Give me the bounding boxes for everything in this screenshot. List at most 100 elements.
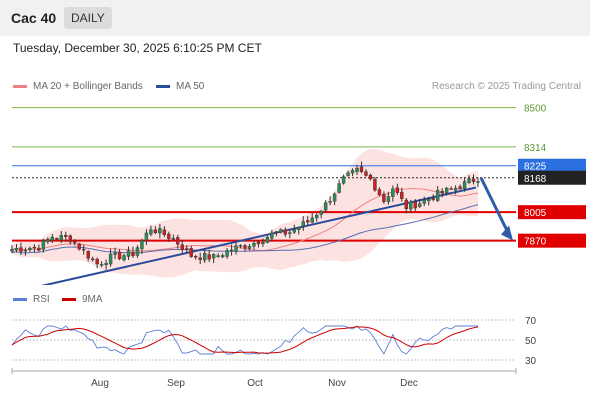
month-label-Aug: Aug <box>91 378 109 389</box>
candle-body <box>332 193 337 202</box>
candle-body <box>28 247 32 250</box>
candle-body <box>198 257 202 260</box>
support-trendline <box>40 186 477 285</box>
candle-body <box>377 189 382 196</box>
chart-header: Cac 40 DAILY <box>0 0 590 36</box>
candle-body <box>225 250 229 257</box>
candle-body <box>135 247 140 256</box>
candle-body <box>391 188 395 197</box>
candle-body <box>189 248 193 257</box>
candle-body <box>95 259 99 265</box>
candle-body <box>73 240 77 243</box>
candle-body <box>283 229 288 235</box>
candle-body <box>471 178 476 182</box>
candle-body <box>144 232 149 241</box>
candle-body <box>440 190 444 194</box>
candle-body <box>476 181 480 183</box>
bollinger-band <box>12 148 478 278</box>
candle-body <box>113 252 117 255</box>
rsi-ma-line <box>11 326 479 354</box>
candle-body <box>310 217 314 223</box>
candle-body <box>297 227 301 230</box>
rsi-tick-label-70: 70 <box>525 316 537 327</box>
candle-body <box>462 181 467 190</box>
legend-ma50-label: MA 50 <box>176 81 205 92</box>
level-tag-7870 <box>518 233 586 248</box>
candle-body <box>140 240 144 250</box>
level-label-8314: 8314 <box>524 143 547 154</box>
legend-ma20-swatch <box>13 85 27 88</box>
period-button[interactable]: DAILY <box>64 7 112 29</box>
instrument-title: Cac 40 <box>11 10 57 26</box>
month-label-Dec: Dec <box>400 378 418 389</box>
candle-body <box>373 179 377 191</box>
candle-body <box>252 242 256 247</box>
legend-rsi-swatch <box>13 298 27 301</box>
timestamp: Tuesday, December 30, 2025 6:10:25 PM CE… <box>13 41 262 55</box>
candle-body <box>126 250 131 257</box>
candle-body <box>46 239 50 242</box>
candle-body <box>413 201 417 209</box>
legend-ma50-swatch <box>156 85 170 88</box>
candle-body <box>202 253 207 261</box>
month-label-Nov: Nov <box>328 378 346 389</box>
candle-body <box>364 171 368 176</box>
level-label-7870: 7870 <box>524 237 547 248</box>
level-tag-8005 <box>518 205 586 220</box>
level-label-8005: 8005 <box>524 208 547 219</box>
candle-body <box>427 198 431 202</box>
level-label-8225: 8225 <box>524 162 547 173</box>
candle-body <box>162 229 167 235</box>
rsi-tick-label-50: 50 <box>525 336 537 347</box>
rsi-tick-label-30: 30 <box>525 356 537 367</box>
legend-9ma-swatch <box>62 298 76 301</box>
candle-body <box>37 247 41 251</box>
legend-ma50: MA 50 <box>156 81 204 92</box>
candle-body <box>234 245 238 252</box>
candle-body <box>55 238 59 240</box>
candle-body <box>229 249 234 252</box>
candle-body <box>449 188 453 190</box>
candle-body <box>180 244 184 250</box>
candle-body <box>323 202 328 211</box>
candle-body <box>10 248 14 252</box>
candle-body <box>158 228 162 234</box>
candle-body <box>131 251 135 257</box>
rsi-chart: 70 50 30 <box>11 316 537 367</box>
level-tag-8168 <box>518 170 586 185</box>
candle-body <box>99 264 104 266</box>
candle-body <box>431 198 435 200</box>
candle-body <box>153 229 158 233</box>
level-tag-8225 <box>518 158 586 173</box>
candle-body <box>171 237 176 240</box>
candle-body <box>261 241 265 245</box>
candle-body <box>104 263 108 266</box>
candle-body <box>50 236 55 241</box>
candle-body <box>117 251 122 260</box>
candle-body <box>418 203 422 207</box>
candle-body <box>220 255 225 258</box>
legend-rsi-label: RSI <box>33 294 50 305</box>
candle-body <box>458 186 462 190</box>
candle-body <box>238 245 243 247</box>
candle-body <box>270 232 274 239</box>
candle-body <box>167 233 171 239</box>
candle-body <box>279 229 283 233</box>
candle-body <box>288 232 292 234</box>
credit-text: Research © 2025 Trading Central <box>431 81 581 92</box>
candle-body <box>90 258 95 261</box>
candle-body <box>453 187 458 191</box>
candle-body <box>247 246 252 249</box>
candle-body <box>19 247 23 252</box>
candle-body <box>341 176 346 184</box>
month-label-Oct: Oct <box>247 378 263 389</box>
candle-body <box>211 254 216 259</box>
candle-body <box>14 248 19 251</box>
forecast-arrow-shaft <box>479 177 510 234</box>
candle-body <box>108 253 113 265</box>
candle-body <box>328 201 332 203</box>
legend-9ma: 9MA <box>62 294 103 305</box>
candle-body <box>395 187 400 193</box>
candle-body <box>292 229 296 233</box>
